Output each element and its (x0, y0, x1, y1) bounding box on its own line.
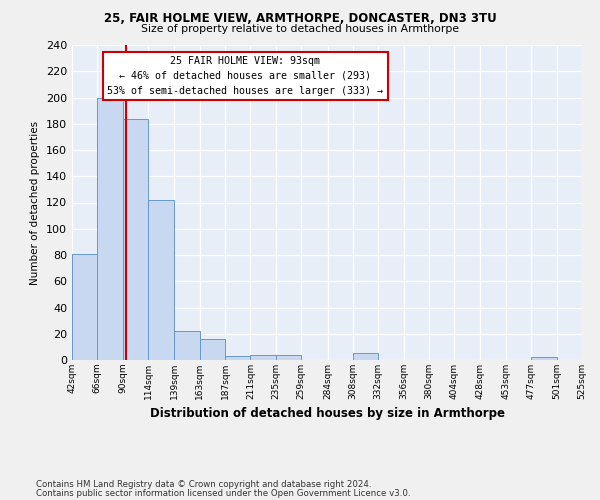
X-axis label: Distribution of detached houses by size in Armthorpe: Distribution of detached houses by size … (149, 408, 505, 420)
Bar (276, 355, 301, 360)
Bar (225, 356, 250, 360)
Bar (200, 339, 225, 360)
Bar (353, 354, 378, 360)
Text: Contains public sector information licensed under the Open Government Licence v3: Contains public sector information licen… (36, 488, 410, 498)
Bar (72, 254, 97, 360)
Text: 25 FAIR HOLME VIEW: 93sqm
← 46% of detached houses are smaller (293)
53% of semi: 25 FAIR HOLME VIEW: 93sqm ← 46% of detac… (107, 56, 383, 96)
Text: 25, FAIR HOLME VIEW, ARMTHORPE, DONCASTER, DN3 3TU: 25, FAIR HOLME VIEW, ARMTHORPE, DONCASTE… (104, 12, 496, 26)
Bar (148, 200, 175, 360)
Bar (532, 358, 557, 360)
Text: Size of property relative to detached houses in Armthorpe: Size of property relative to detached ho… (141, 24, 459, 34)
Bar (175, 331, 200, 360)
Text: Contains HM Land Registry data © Crown copyright and database right 2024.: Contains HM Land Registry data © Crown c… (36, 480, 371, 489)
Bar (97, 98, 122, 360)
Y-axis label: Number of detached properties: Number of detached properties (31, 120, 40, 284)
Bar (250, 355, 276, 360)
Bar (122, 118, 148, 360)
